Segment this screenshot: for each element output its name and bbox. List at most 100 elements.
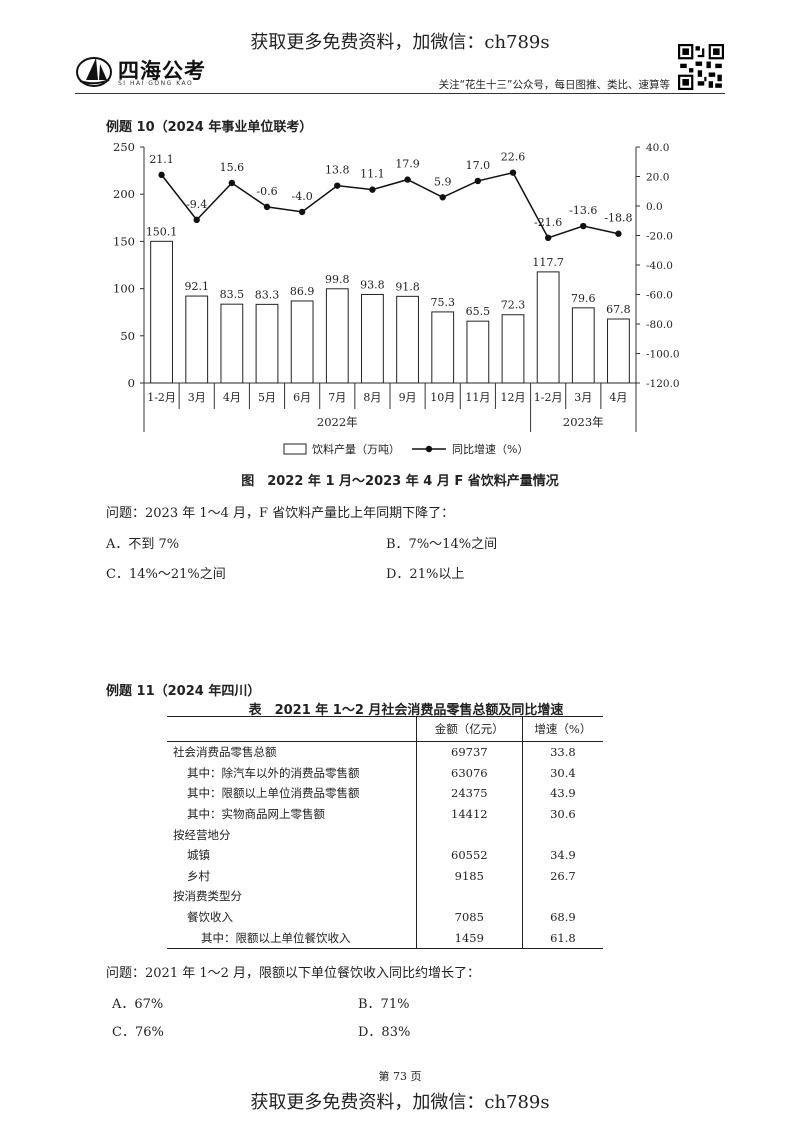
category-label: 4月 bbox=[609, 391, 627, 404]
row-amount: 7085 bbox=[415, 906, 523, 928]
left-tick-label: 0 bbox=[128, 376, 135, 390]
option-d[interactable]: D．83% bbox=[358, 1025, 411, 1040]
right-tick-label: 40.0 bbox=[646, 142, 669, 154]
production-bar bbox=[220, 303, 244, 384]
header-divider bbox=[75, 93, 725, 94]
table-row: 社会消费品零售总额 69737 33.8 bbox=[167, 741, 603, 763]
growth-rate-label: 11.1 bbox=[360, 168, 385, 181]
growth-rate-label: -13.6 bbox=[569, 204, 597, 217]
production-bar bbox=[431, 311, 455, 384]
row-amount bbox=[415, 886, 523, 907]
category-label: 5月 bbox=[258, 391, 276, 404]
table-header-row: 金额（亿元） 增速（%） bbox=[167, 716, 603, 742]
category-label: 12月 bbox=[501, 391, 526, 404]
left-tick-label: 150 bbox=[113, 234, 135, 248]
production-bar bbox=[150, 240, 173, 384]
left-tick-label: 250 bbox=[113, 140, 135, 154]
growth-rate-label: 15.6 bbox=[220, 161, 245, 174]
category-label: 7月 bbox=[328, 391, 346, 404]
bar-value-label: 65.5 bbox=[466, 305, 491, 318]
table-row: 其中：除汽车以外的消费品零售额 63076 30.4 bbox=[167, 762, 603, 784]
production-bar bbox=[501, 314, 525, 384]
option-c[interactable]: C．14%～21%之间 bbox=[106, 567, 226, 582]
growth-rate-label: -9.4 bbox=[186, 198, 207, 211]
table-header-growth: 增速（%） bbox=[521, 716, 603, 742]
page-number: 第 73 页 bbox=[378, 1070, 422, 1083]
row-amount: 63076 bbox=[415, 762, 523, 784]
legend-line-marker bbox=[425, 445, 433, 453]
category-label: 6月 bbox=[293, 391, 311, 404]
example-10-title: 例题 10（2024 年事业单位联考） bbox=[106, 120, 313, 135]
growth-rate-point bbox=[158, 171, 165, 179]
header-slogan: 关注“花生十三”公众号，每日图推、类比、速算等 bbox=[438, 79, 670, 91]
bar-value-label: 67.8 bbox=[606, 303, 631, 316]
bar-value-label: 86.9 bbox=[290, 285, 315, 298]
bar-value-label: 79.6 bbox=[571, 292, 596, 305]
example-11-title: 例题 11（2024 年四川） bbox=[106, 684, 261, 699]
year-label: 2022年 bbox=[317, 415, 358, 429]
option-c[interactable]: C．76% bbox=[112, 1025, 164, 1040]
growth-rate-point bbox=[193, 216, 200, 224]
row-amount: 24375 bbox=[415, 783, 523, 804]
right-tick-label: -60.0 bbox=[646, 290, 673, 302]
legend-line-label: 同比增速（%） bbox=[452, 442, 528, 456]
table-row: 其中：限额以上单位餐饮收入 1459 61.8 bbox=[167, 927, 603, 949]
bar-value-label: 92.1 bbox=[184, 280, 209, 293]
option-d[interactable]: D．21%以上 bbox=[386, 567, 465, 582]
row-amount bbox=[415, 824, 523, 845]
year-label: 2023年 bbox=[563, 415, 604, 429]
growth-rate-point bbox=[580, 222, 587, 230]
growth-rate-point bbox=[615, 230, 622, 237]
row-label: 按经营地分 bbox=[173, 827, 231, 842]
row-label: 按消费类型分 bbox=[173, 889, 242, 904]
bar-value-label: 93.8 bbox=[360, 278, 385, 291]
example-10-question: 问题：2023 年 1～4 月，F 省饮料产量比上年同期下降了： bbox=[106, 506, 455, 521]
growth-rate-label: 17.9 bbox=[395, 158, 420, 171]
growth-rate-point bbox=[298, 208, 306, 216]
row-growth: 33.8 bbox=[521, 741, 603, 763]
table-row: 其中：实物商品网上零售额 14412 30.6 bbox=[167, 803, 603, 825]
row-label: 餐饮收入 bbox=[187, 910, 233, 925]
growth-rate-label: 13.8 bbox=[325, 164, 350, 177]
bar-value-label: 83.5 bbox=[220, 288, 245, 301]
row-amount: 69737 bbox=[415, 741, 523, 763]
figure-caption: 图 2022 年 1 月～2023 年 4 月 F 省饮料产量情况 bbox=[241, 474, 559, 489]
example-11-question: 问题：2021 年 1～2 月，限额以下单位餐饮收入同比约增长了： bbox=[106, 966, 481, 981]
bar-value-label: 72.3 bbox=[501, 299, 526, 312]
growth-rate-point bbox=[404, 176, 411, 183]
category-label: 1-2月 bbox=[534, 391, 563, 404]
growth-rate-label: 22.6 bbox=[501, 151, 526, 164]
row-amount: 60552 bbox=[415, 844, 523, 866]
beverage-production-chart: 0 50 100 150 200 250 -120.0 -100.0 -80.0 -60.0 -40… bbox=[113, 140, 680, 456]
production-bar bbox=[325, 288, 349, 384]
option-a[interactable]: A．67% bbox=[112, 997, 164, 1012]
category-label: 4月 bbox=[223, 391, 241, 404]
right-tick-label: 20.0 bbox=[646, 172, 669, 184]
production-bar bbox=[536, 271, 560, 384]
row-growth: 26.7 bbox=[521, 865, 603, 887]
row-growth bbox=[521, 824, 603, 845]
option-b[interactable]: B．71% bbox=[358, 997, 410, 1012]
table-row: 按经营地分 bbox=[167, 824, 603, 845]
growth-rate-point bbox=[509, 169, 517, 176]
production-bar bbox=[185, 295, 209, 384]
left-tick-label: 50 bbox=[120, 329, 135, 343]
growth-rate-label: -18.8 bbox=[604, 212, 632, 225]
category-label: 11月 bbox=[465, 391, 490, 404]
growth-rate-point bbox=[439, 194, 446, 201]
growth-rate-point bbox=[474, 177, 482, 185]
growth-rate-point bbox=[334, 182, 341, 189]
option-b[interactable]: B．7%～14%之间 bbox=[386, 537, 498, 552]
table-row: 按消费类型分 bbox=[167, 886, 603, 907]
growth-rate-point bbox=[228, 179, 236, 187]
bar-value-label: 75.3 bbox=[430, 296, 455, 309]
table-header-amount: 金额（亿元） bbox=[415, 716, 523, 742]
table-row: 其中：限额以上单位消费品零售额 24375 43.9 bbox=[167, 783, 603, 804]
production-bar bbox=[571, 307, 595, 384]
row-label: 社会消费品零售总额 bbox=[173, 745, 277, 760]
option-a[interactable]: A．不到 7% bbox=[106, 537, 180, 552]
row-growth: 30.6 bbox=[521, 803, 603, 825]
growth-rate-label: 5.9 bbox=[434, 175, 452, 188]
row-label: 其中：限额以上单位消费品零售额 bbox=[187, 786, 360, 801]
logo-subtext: SI HAI GONG KAO bbox=[118, 80, 194, 87]
